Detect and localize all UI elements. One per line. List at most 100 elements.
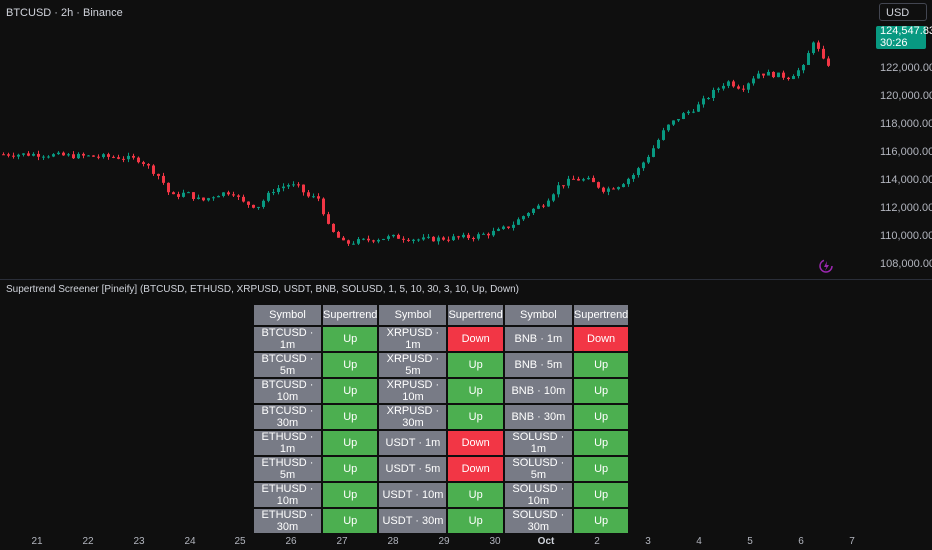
- symbol-cell: BTCUSD · 5m: [254, 353, 321, 377]
- symbol-cell: SOLUSD · 30m: [504, 509, 572, 533]
- symbol-cell: XRPUSD · 5m: [379, 353, 447, 377]
- supertrend-cell: Up: [323, 509, 378, 533]
- candle-body: [32, 153, 35, 156]
- candle-body: [447, 239, 450, 241]
- candle-body: [182, 192, 185, 197]
- candle-body: [592, 177, 595, 183]
- candle-body: [777, 72, 780, 78]
- candle-body: [157, 173, 160, 176]
- candle-body: [417, 239, 420, 241]
- candle-body: [477, 234, 480, 239]
- supertrend-cell: Up: [323, 457, 378, 481]
- candle-body: [72, 154, 75, 159]
- supertrend-cell: Up: [448, 353, 503, 377]
- candle-body: [412, 239, 415, 241]
- candle-body: [772, 71, 775, 78]
- candle-body: [192, 192, 195, 199]
- candle-body: [332, 223, 335, 232]
- candle-body: [507, 226, 510, 228]
- supertrend-cell: Up: [573, 431, 629, 455]
- price-tick: 118,000.00: [880, 118, 932, 130]
- candle-body: [17, 154, 20, 157]
- candle-body: [607, 188, 610, 192]
- candle-body: [462, 234, 465, 238]
- candle-body: [317, 196, 320, 199]
- candle-body: [277, 188, 280, 193]
- candle-body: [367, 238, 370, 241]
- supertrend-cell: Down: [448, 431, 503, 455]
- time-tick: 3: [645, 536, 651, 547]
- symbol-cell: USDT · 1m: [379, 431, 447, 455]
- symbol-cell: BTCUSD · 30m: [254, 405, 321, 429]
- table-row: BTCUSD · 10m Up XRPUSD · 10m Up BNB · 10m Up: [254, 379, 629, 403]
- candle-body: [787, 77, 790, 80]
- candle-body: [722, 85, 725, 89]
- supertrend-cell: Up: [573, 457, 629, 481]
- time-axis[interactable]: 21 22 23 24 25 26 27 28 29 30 Oct 2 3 4 …: [0, 530, 932, 550]
- supertrend-cell: Up: [573, 483, 629, 507]
- candle-body: [617, 187, 620, 190]
- candle-body: [812, 42, 815, 54]
- time-tick: 28: [387, 536, 399, 547]
- time-tick: 24: [184, 536, 196, 547]
- indicator-title[interactable]: Supertrend Screener [Pineify] (BTCUSD, E…: [6, 284, 519, 295]
- candle-body: [552, 194, 555, 201]
- candle-body: [152, 165, 155, 174]
- time-tick: 29: [438, 536, 450, 547]
- candle-body: [497, 228, 500, 231]
- column-header: Symbol: [504, 305, 572, 325]
- time-tick: 7: [849, 536, 855, 547]
- candle-body: [52, 154, 55, 157]
- candle-body: [547, 200, 550, 207]
- candle-body: [132, 155, 135, 158]
- symbol-cell: ETHUSD · 1m: [254, 431, 321, 455]
- candle-body: [532, 208, 535, 213]
- candle-body: [677, 118, 680, 121]
- price-tick: 120,000.00: [880, 90, 932, 102]
- candle-body: [67, 154, 70, 156]
- candle-body: [582, 179, 585, 181]
- candle-body: [297, 184, 300, 186]
- candle-body: [802, 64, 805, 71]
- candle-body: [272, 192, 275, 194]
- symbol-cell: SOLUSD · 10m: [504, 483, 572, 507]
- candle-body: [632, 175, 635, 179]
- candle-body: [197, 197, 200, 199]
- candle-body: [492, 230, 495, 236]
- candle-body: [667, 124, 670, 131]
- candle-body: [597, 182, 600, 188]
- candle-body: [707, 98, 710, 100]
- candle-body: [322, 198, 325, 215]
- candle-body: [427, 236, 430, 238]
- supertrend-cell: Up: [323, 353, 378, 377]
- currency-selector[interactable]: USD: [879, 3, 927, 21]
- candle-body: [482, 233, 485, 235]
- candle-body: [337, 231, 340, 238]
- candle-body: [82, 153, 85, 156]
- pane-divider[interactable]: [0, 279, 932, 280]
- candle-body: [242, 196, 245, 202]
- candle-body: [62, 152, 65, 156]
- bar-countdown: 30:26: [880, 36, 908, 49]
- candle-body: [127, 155, 130, 160]
- candle-body: [47, 156, 50, 158]
- candle-body: [237, 195, 240, 197]
- pineify-logo-icon[interactable]: [818, 258, 834, 274]
- candle-body: [327, 214, 330, 224]
- price-tick: 110,000.00: [880, 230, 932, 242]
- price-chart[interactable]: [0, 0, 870, 278]
- symbol-cell: BTCUSD · 1m: [254, 327, 321, 351]
- candle-body: [662, 130, 665, 140]
- symbol-cell: ETHUSD · 30m: [254, 509, 321, 533]
- candle-body: [342, 237, 345, 241]
- candle-body: [347, 240, 350, 244]
- time-tick: 4: [696, 536, 702, 547]
- symbol-cell: SOLUSD · 1m: [504, 431, 572, 455]
- candle-body: [187, 192, 190, 194]
- candle-body: [567, 178, 570, 186]
- candle-body: [612, 188, 615, 190]
- supertrend-cell: Up: [573, 509, 629, 533]
- candle-body: [92, 155, 95, 157]
- candle-body: [87, 155, 90, 157]
- candle-body: [372, 240, 375, 242]
